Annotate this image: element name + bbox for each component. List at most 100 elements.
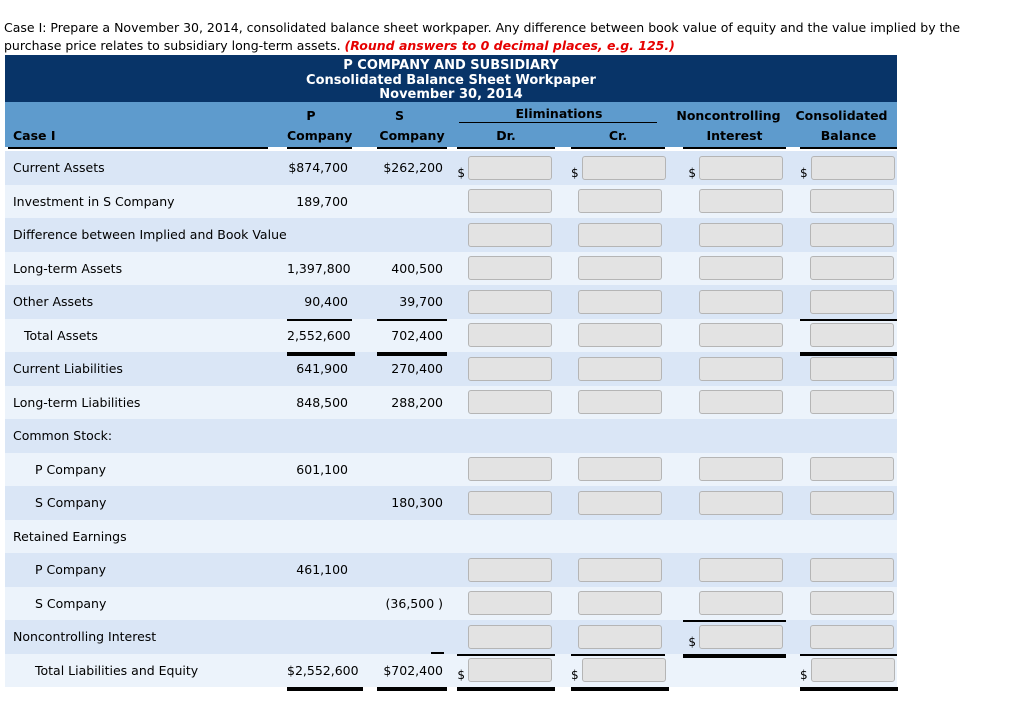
row-common-stock: Common Stock: (5, 419, 897, 453)
title-line-1: P COMPANY AND SUBSIDIARY (343, 58, 559, 73)
input-long-term-liabilities-dr[interactable] (468, 390, 552, 415)
cell-cons (786, 218, 897, 252)
row-label: Common Stock: (13, 428, 113, 444)
input-long-term-assets-cr[interactable] (578, 256, 662, 281)
amount-value: 90,400 (304, 294, 348, 310)
input-total-assets-cons[interactable] (810, 323, 894, 348)
instruction-main: Case I: Prepare a November 30, 2014, con… (4, 19, 961, 53)
input-noncontrolling-interest-cr[interactable] (578, 624, 662, 649)
cell-cr (559, 587, 671, 621)
cell-nci (671, 218, 786, 252)
col-header-cons-balance: Balance (820, 127, 877, 143)
row-label: P Company (35, 562, 106, 578)
input-total-assets-dr[interactable] (468, 323, 552, 348)
cell-cons (786, 285, 897, 321)
input-retained-earnings-p-company-cons[interactable] (810, 557, 894, 582)
input-current-assets-cons[interactable] (810, 155, 895, 180)
cell-cr: $ (559, 654, 671, 691)
cell-cr (559, 285, 671, 319)
input-investment-in-s-company-cr[interactable] (578, 189, 662, 214)
input-long-term-liabilities-nci[interactable] (699, 390, 783, 415)
input-difference-between-implied-and-book-value-nci[interactable] (699, 222, 783, 247)
cell-cr (559, 386, 671, 420)
input-difference-between-implied-and-book-value-dr[interactable] (468, 222, 552, 247)
input-common-stock-p-company-dr[interactable] (468, 457, 552, 482)
amount-p-column (270, 218, 352, 252)
input-other-assets-dr[interactable] (468, 289, 552, 314)
input-retained-earnings-p-company-nci[interactable] (699, 557, 783, 582)
amount-p-column (270, 620, 352, 654)
input-common-stock-p-company-cons[interactable] (810, 457, 894, 482)
input-other-assets-nci[interactable] (699, 289, 783, 314)
input-total-assets-cr[interactable] (578, 323, 662, 348)
cell-cr (559, 352, 671, 386)
input-current-liabilities-cons[interactable] (810, 356, 894, 381)
input-other-assets-cr[interactable] (578, 289, 662, 314)
row-label: Long-term Liabilities (13, 394, 141, 410)
input-retained-earnings-s-company-cr[interactable] (578, 591, 662, 616)
input-current-assets-cr[interactable] (581, 155, 666, 180)
cell-dr (447, 352, 559, 386)
cell-cons (786, 386, 897, 420)
input-investment-in-s-company-cons[interactable] (810, 189, 894, 214)
row-label: Difference between Implied and Book Valu… (13, 227, 287, 243)
amount-p-column: 601,100 (270, 453, 352, 487)
input-common-stock-s-company-nci[interactable] (699, 490, 783, 515)
cell-cons (786, 553, 897, 587)
input-retained-earnings-s-company-dr[interactable] (468, 591, 552, 616)
amount-value: $262,200 (383, 160, 443, 176)
cell-nci: $ (671, 620, 786, 657)
input-long-term-liabilities-cr[interactable] (578, 390, 662, 415)
input-common-stock-p-company-cr[interactable] (578, 457, 662, 482)
input-common-stock-p-company-nci[interactable] (699, 457, 783, 482)
row-current-assets: Current Assets $874,700 $262,200 $ $ $ $ (5, 151, 897, 185)
input-retained-earnings-s-company-nci[interactable] (699, 591, 783, 616)
input-difference-between-implied-and-book-value-cr[interactable] (578, 222, 662, 247)
amount-value: $702,400 (383, 662, 443, 678)
input-common-stock-s-company-cr[interactable] (578, 490, 662, 515)
col-header-s-company: Company (379, 127, 445, 143)
input-noncontrolling-interest-nci[interactable] (699, 624, 783, 649)
cell-dr (447, 319, 559, 353)
input-current-liabilities-nci[interactable] (699, 356, 783, 381)
row-label: Total Assets (24, 327, 98, 343)
row-common-stock-s-company: S Company 180,300 (5, 486, 897, 520)
input-retained-earnings-p-company-cr[interactable] (578, 557, 662, 582)
amount-p-column (270, 419, 352, 453)
input-long-term-assets-cons[interactable] (810, 256, 894, 281)
cell-cr (559, 620, 671, 656)
row-noncontrolling-interest: Noncontrolling Interest $ (5, 620, 897, 657)
input-noncontrolling-interest-cons[interactable] (810, 624, 894, 649)
input-retained-earnings-p-company-dr[interactable] (468, 557, 552, 582)
input-noncontrolling-interest-dr[interactable] (468, 624, 552, 649)
amount-s-column (352, 453, 447, 487)
input-current-liabilities-cr[interactable] (578, 356, 662, 381)
amount-s-column: $262,200 (352, 151, 447, 185)
input-common-stock-s-company-dr[interactable] (468, 490, 552, 515)
input-long-term-assets-nci[interactable] (699, 256, 783, 281)
header-underline-strip (5, 147, 897, 151)
cell-cons (786, 352, 897, 386)
input-total-liabilities-and-equity-cons[interactable] (810, 658, 895, 683)
input-investment-in-s-company-nci[interactable] (699, 189, 783, 214)
input-long-term-assets-dr[interactable] (468, 256, 552, 281)
input-common-stock-s-company-cons[interactable] (810, 490, 894, 515)
input-investment-in-s-company-dr[interactable] (468, 189, 552, 214)
input-long-term-liabilities-cons[interactable] (810, 390, 894, 415)
input-total-assets-nci[interactable] (699, 323, 783, 348)
input-current-assets-dr[interactable] (468, 155, 552, 180)
input-total-liabilities-and-equity-dr[interactable] (468, 658, 552, 683)
input-current-assets-nci[interactable] (699, 155, 783, 180)
row-label: S Company (35, 595, 107, 611)
cell-cons (786, 419, 897, 453)
amount-value: $874,700 (288, 160, 348, 176)
input-current-liabilities-dr[interactable] (468, 356, 552, 381)
input-retained-earnings-s-company-cons[interactable] (810, 591, 894, 616)
cell-dr (447, 218, 559, 252)
input-total-liabilities-and-equity-cr[interactable] (581, 658, 666, 683)
input-difference-between-implied-and-book-value-cons[interactable] (810, 222, 894, 247)
row-label: P Company (35, 461, 106, 477)
input-other-assets-cons[interactable] (810, 289, 894, 314)
amount-s-column (352, 185, 447, 219)
